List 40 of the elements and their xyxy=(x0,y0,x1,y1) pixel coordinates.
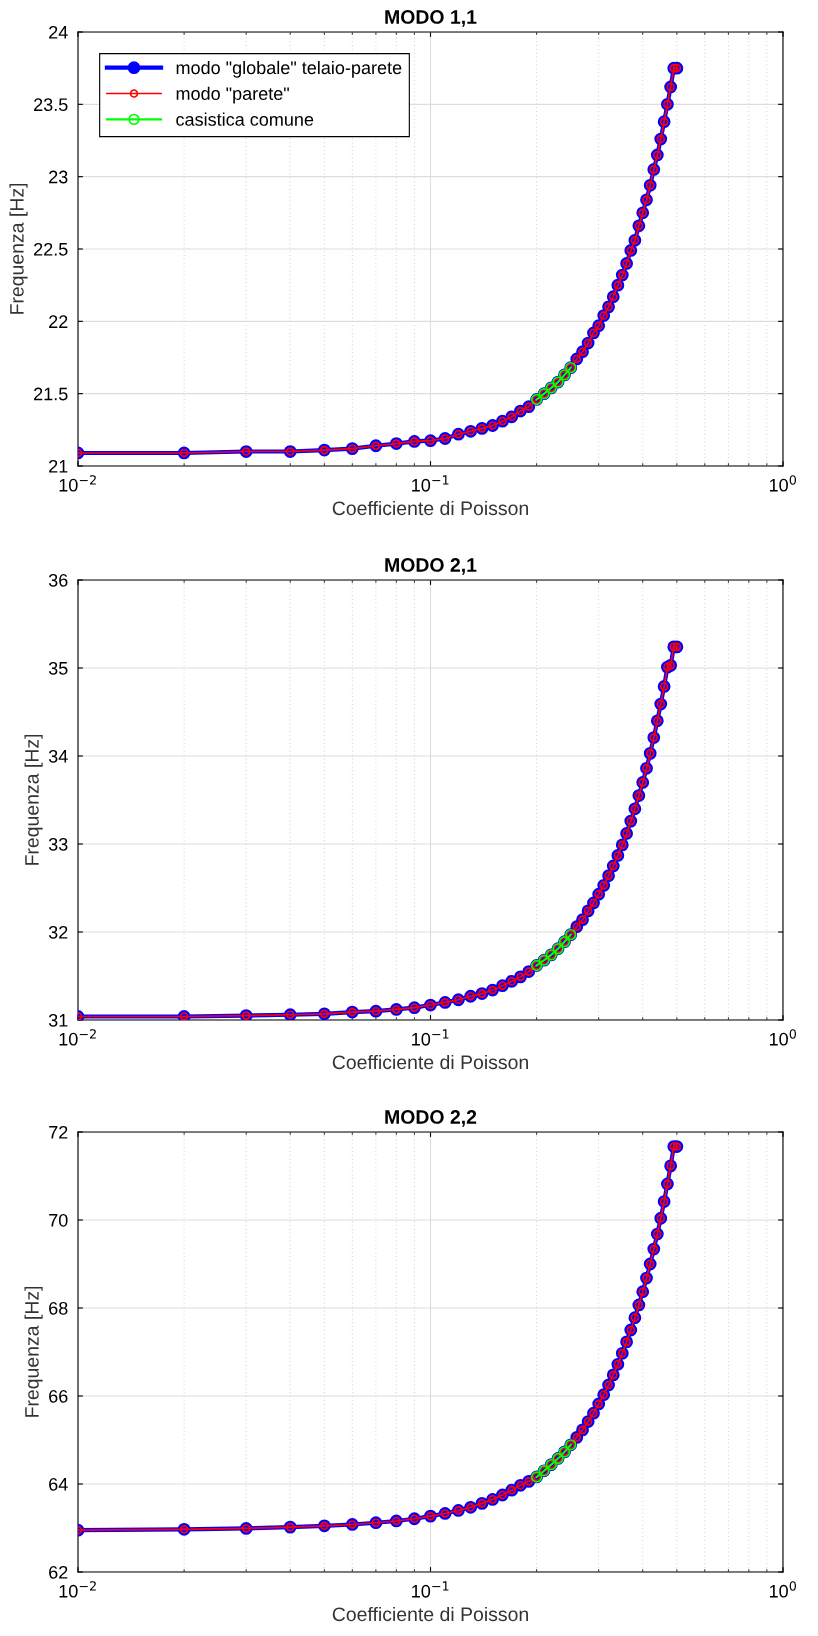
y-tick-label: 23 xyxy=(49,170,68,184)
legend-label: casistica comune xyxy=(176,112,314,126)
x-tick-label: 10$^{−2}$ xyxy=(59,475,96,492)
y-tick-label: 32 xyxy=(48,925,68,939)
y-tick-label: 31 xyxy=(48,1013,68,1027)
y-tick-label: 22.5 xyxy=(34,242,68,256)
legend-label: modo "parete" xyxy=(176,86,289,104)
chart-title: MODO 1,1 xyxy=(385,10,477,27)
chart-title: MODO 2,1 xyxy=(385,558,477,575)
x-axis-title: Coefficiente di Poisson xyxy=(332,1054,528,1070)
x-tick-label: 10$^{−1}$ xyxy=(412,1581,449,1598)
y-axis-title: Frequenza [Hz] xyxy=(24,734,43,865)
y-tick-label: 66 xyxy=(49,1389,68,1403)
y-tick-label: 70 xyxy=(49,1213,68,1227)
y-tick-label: 64 xyxy=(49,1477,68,1491)
x-tick-label: 10$^{0}$ xyxy=(769,1581,797,1598)
y-tick-label: 22 xyxy=(49,315,68,328)
x-axis-title: Coefficiente di Poisson xyxy=(332,500,528,516)
x-axis-title: Coefficiente di Poisson xyxy=(332,1606,528,1622)
y-tick-label: 62 xyxy=(49,1565,68,1579)
y-tick-label: 24 xyxy=(49,25,68,39)
x-tick-label: 10$^{−2}$ xyxy=(59,1029,96,1046)
y-tick-label: 36 xyxy=(48,573,68,587)
x-tick-label: 10$^{−1}$ xyxy=(412,475,449,492)
y-tick-label: 35 xyxy=(48,661,68,675)
y-tick-label: 34 xyxy=(48,749,68,763)
x-tick-label: 10$^{0}$ xyxy=(769,1029,797,1046)
y-tick-label: 21 xyxy=(49,459,68,473)
x-tick-label: 10$^{−2}$ xyxy=(59,1581,96,1598)
y-tick-label: 23.5 xyxy=(34,98,68,112)
legend-label: modo "globale" telaio-parete xyxy=(176,60,402,78)
y-axis-title: Frequenza [Hz] xyxy=(24,1286,43,1417)
y-tick-label: 72 xyxy=(49,1125,68,1139)
y-tick-label: 68 xyxy=(49,1301,68,1315)
chart-title: MODO 2,2 xyxy=(385,1110,477,1127)
y-tick-label: 33 xyxy=(48,837,68,851)
y-axis-title: Frequenza [Hz] xyxy=(9,183,28,314)
x-tick-label: 10$^{0}$ xyxy=(769,475,797,492)
y-tick-label: 21.5 xyxy=(34,387,68,401)
x-tick-label: 10$^{−1}$ xyxy=(412,1029,449,1046)
